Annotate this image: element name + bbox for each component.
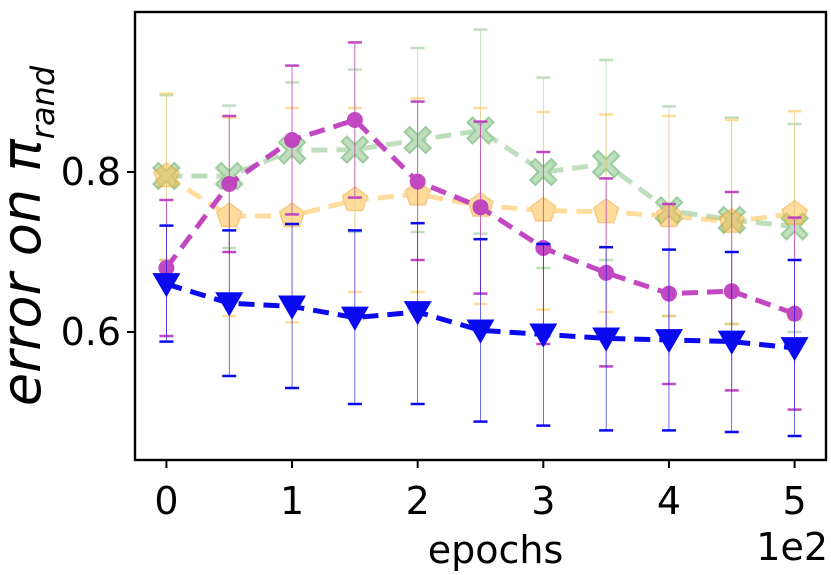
- x-tick-label: 1: [280, 479, 304, 523]
- data-point: [409, 173, 426, 190]
- data-point: [215, 292, 244, 317]
- y-tick-label: 0.6: [61, 310, 121, 354]
- x-tick-label: 3: [531, 479, 555, 523]
- data-point: [472, 199, 489, 216]
- y-tick-label: 0.8: [61, 150, 121, 194]
- y-axis-label-main: error on π: [0, 138, 53, 406]
- y-axis-label: error on πrand: [0, 65, 62, 406]
- x-tick-label: 2: [406, 479, 430, 523]
- data-point: [403, 301, 432, 326]
- series-triangle-down: [152, 221, 809, 438]
- data-point: [284, 132, 301, 148]
- data-point: [152, 273, 181, 298]
- data-point: [529, 323, 558, 348]
- x-tick-label: 4: [657, 479, 681, 523]
- x-axis-label: epochs: [428, 528, 564, 572]
- data-point: [592, 327, 621, 352]
- x-tick-label: 0: [154, 479, 178, 523]
- y-axis-label-subscript: rand: [24, 65, 62, 139]
- data-point: [717, 330, 746, 355]
- data-point: [466, 319, 495, 344]
- data-point: [340, 306, 369, 331]
- series-line: [166, 127, 795, 229]
- plot-area: [151, 28, 810, 438]
- data-point: [153, 162, 180, 188]
- axis-ticks: 0 1 2 3 4 5 0.6 0.8: [61, 150, 807, 523]
- data-point: [654, 329, 683, 354]
- x-tick-label: 5: [782, 479, 806, 523]
- data-point: [221, 176, 238, 192]
- axes-frame: [133, 10, 828, 462]
- series-line: [165, 281, 795, 351]
- data-point: [780, 337, 809, 362]
- data-point: [278, 295, 307, 320]
- x-axis-offset-text: 1e2: [756, 525, 828, 569]
- data-point: [346, 112, 363, 128]
